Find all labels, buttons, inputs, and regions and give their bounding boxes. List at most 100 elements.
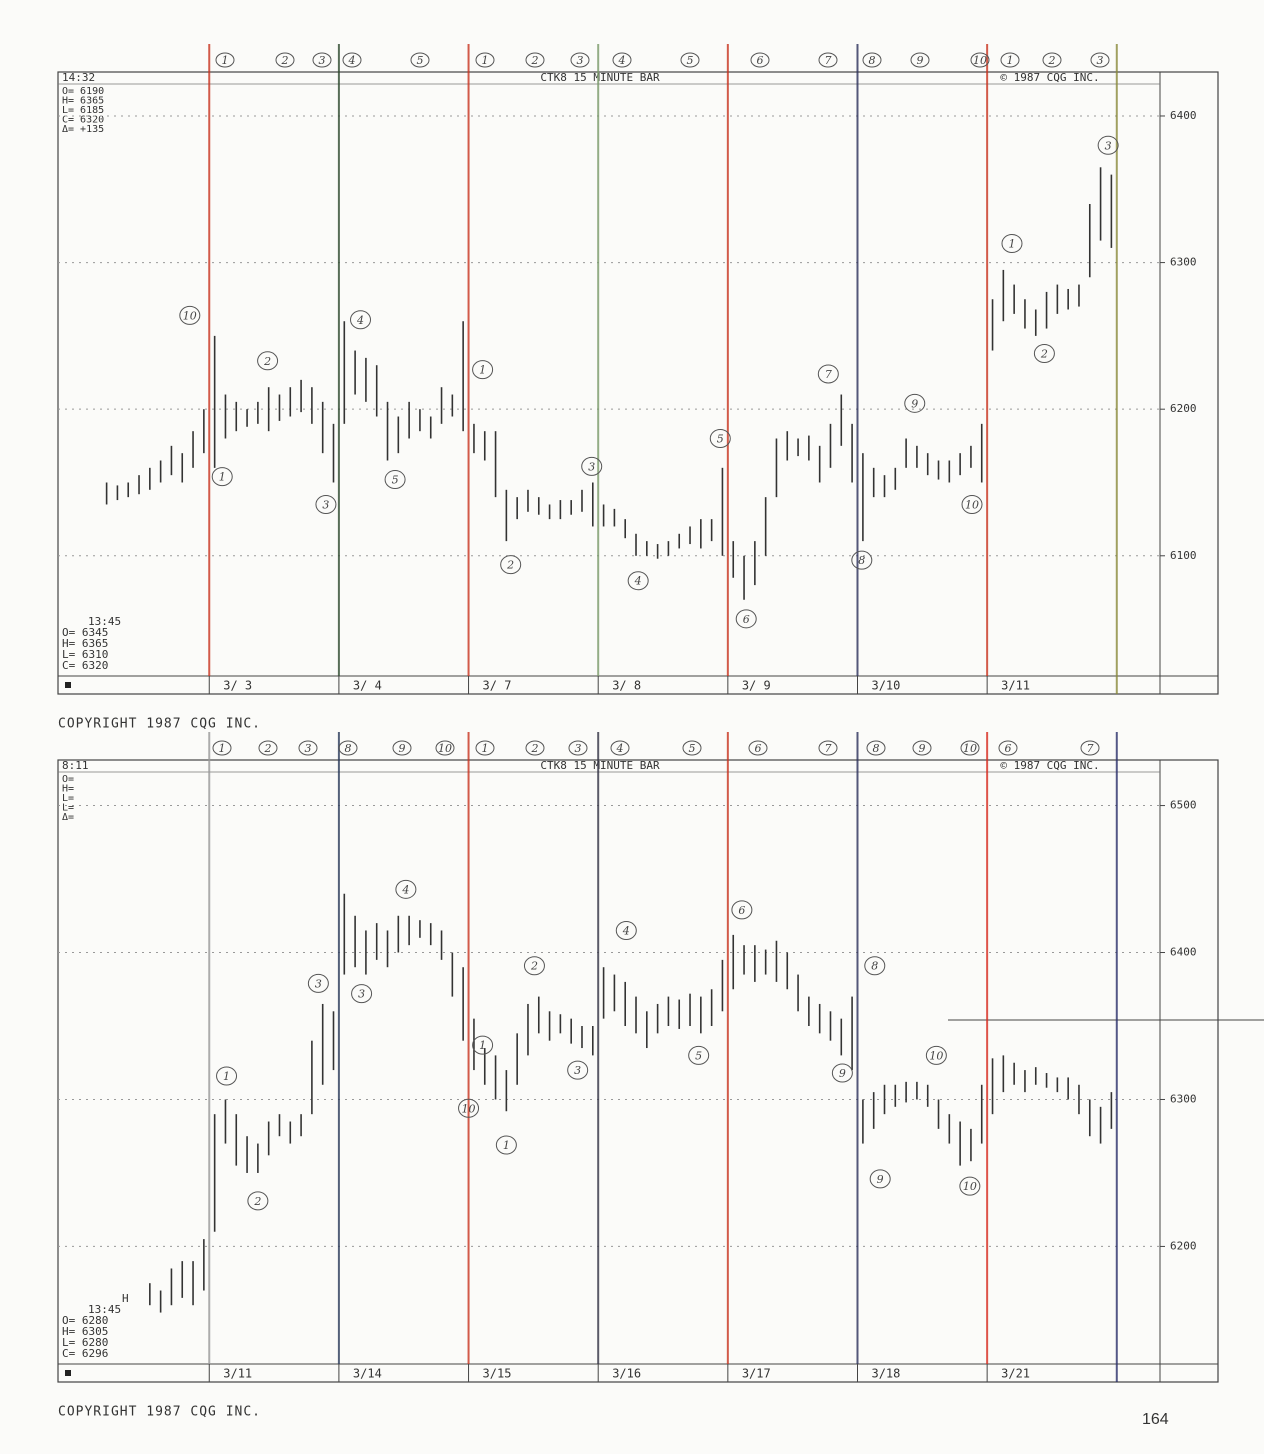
annotation-circle: [688, 1045, 710, 1065]
wave-circle: [570, 52, 590, 68]
wave-circle: [525, 740, 545, 756]
annotation-circle: [395, 879, 417, 899]
chart-notice: © 1987 CQG INC.: [1000, 71, 1099, 84]
annotation: 3: [574, 1064, 581, 1077]
wave-circle: [475, 52, 495, 68]
info-line: C= 6296: [62, 1347, 108, 1360]
annotation-circle: [961, 494, 983, 514]
info-line: L=: [62, 793, 74, 804]
info-line: C= 6320: [62, 115, 104, 126]
wave-circle: [215, 52, 235, 68]
wave-label: 6: [1005, 742, 1012, 755]
annotation: 1: [479, 364, 486, 377]
wave-label: 2: [531, 742, 539, 755]
wave-circle: [680, 52, 700, 68]
wave-circle: [1000, 52, 1020, 68]
wave-circle: [1080, 740, 1100, 756]
info-line: H= 6365: [62, 96, 104, 107]
wave-circle: [818, 740, 838, 756]
wave-label: 9: [919, 742, 926, 755]
annotation: 5: [695, 1049, 702, 1062]
annotation: 4: [401, 883, 409, 896]
y-tick-label: 6100: [1170, 549, 1197, 562]
annotation: 2: [253, 1195, 261, 1208]
wave-circle: [312, 52, 332, 68]
annotation: 4: [356, 314, 364, 327]
annotation: 9: [839, 1067, 846, 1080]
wave-circle: [960, 740, 980, 756]
wave-label: 8: [873, 742, 880, 755]
info-line: O=: [62, 774, 74, 785]
wave-circle: [475, 740, 495, 756]
y-tick-label: 6500: [1170, 799, 1197, 812]
strip-marker: [65, 1370, 71, 1376]
annotation: 3: [315, 977, 322, 990]
wave-label: 1: [222, 54, 229, 67]
wave-label: 8: [869, 54, 876, 67]
annotation: 3: [322, 498, 329, 511]
wave-label: 9: [917, 54, 924, 67]
annotation: 1: [503, 1139, 510, 1152]
info-line: H= 6305: [62, 1325, 108, 1338]
annotation-circle: [904, 393, 926, 413]
annotation: 9: [911, 397, 918, 410]
annotation: 10: [462, 1102, 476, 1115]
x-tick-label: 3/16: [612, 1367, 641, 1381]
annotation: 9: [877, 1173, 884, 1186]
annotation-circle: [581, 456, 603, 476]
wave-label: 10: [973, 54, 987, 67]
wave-label: 7: [825, 742, 832, 755]
annotation: 1: [219, 471, 226, 484]
wave-circle: [998, 740, 1018, 756]
x-tick-label: 3/14: [353, 1367, 382, 1381]
y-tick-label: 6200: [1170, 402, 1197, 415]
wave-label: 2: [281, 54, 289, 67]
x-tick-label: 3/18: [871, 1367, 900, 1381]
chart: 8:11 CTK8 15 MINUTE BAR © 1987 CQG INC.O=H…: [57, 732, 1219, 1420]
annotation: 5: [392, 474, 399, 487]
wave-circle: [610, 740, 630, 756]
annotation-circle: [351, 984, 373, 1004]
info-line: 13:45: [88, 615, 121, 628]
info-line: H= 6365: [62, 637, 108, 650]
annotation: 3: [358, 988, 365, 1001]
y-tick-label: 6400: [1170, 109, 1197, 122]
annotation-circle: [523, 956, 545, 976]
wave-circle: [410, 52, 430, 68]
wave-circle: [748, 740, 768, 756]
wave-label: 3: [1097, 54, 1104, 67]
annotation: 6: [743, 613, 750, 626]
chart-notice: © 1987 CQG INC.: [1000, 759, 1099, 772]
x-tick-label: 3/ 3: [223, 679, 252, 693]
x-tick-label: 3/15: [483, 1367, 512, 1381]
wave-label: 5: [417, 54, 424, 67]
wave-label: 3: [305, 742, 312, 755]
wave-label: 5: [689, 742, 696, 755]
annotation-circle: [179, 305, 201, 325]
info-line: Δ=: [62, 812, 74, 823]
annotation-circle: [731, 900, 753, 920]
wave-label: 3: [577, 54, 584, 67]
wave-circle: [912, 740, 932, 756]
x-tick-label: 3/21: [1001, 1367, 1030, 1381]
info-line: O= 6190: [62, 86, 104, 97]
x-tick-label: 3/17: [742, 1367, 771, 1381]
annotation: 1: [479, 1039, 486, 1052]
wave-circle: [435, 740, 455, 756]
chart-title: CTK8 15 MINUTE BAR: [540, 759, 660, 772]
annotation-circle: [735, 609, 757, 629]
annotation-circle: [1033, 343, 1055, 363]
x-tick-label: 3/10: [871, 679, 900, 693]
annotation-circle: [247, 1191, 269, 1211]
wave-label: 7: [825, 54, 832, 67]
wave-label: 1: [1007, 54, 1014, 67]
chart-frame: [57, 71, 1219, 695]
annotation: 3: [1105, 139, 1112, 152]
wave-label: 2: [1048, 54, 1056, 67]
y-tick-label: 6400: [1170, 946, 1197, 959]
annotation-circle: [472, 1035, 494, 1055]
annotation: 8: [858, 554, 865, 567]
annotation: 10: [965, 498, 979, 511]
copyright: COPYRIGHT 1987 CQG INC.: [58, 1405, 261, 1420]
wave-label: 6: [755, 742, 762, 755]
